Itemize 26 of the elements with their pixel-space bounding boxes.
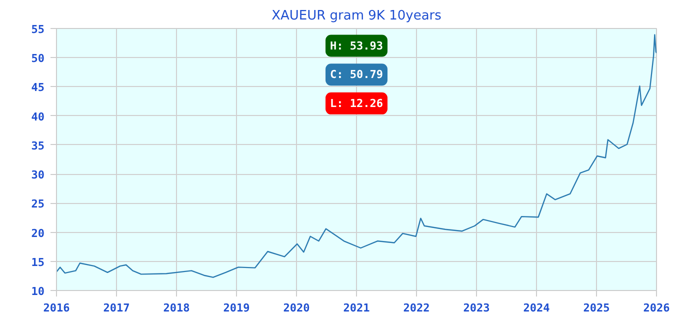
line-series (56, 34, 656, 278)
y-tick-label: 50 (31, 52, 45, 66)
x-tick-label: 2024 (523, 302, 550, 314)
annotation: C: 50.79 (330, 68, 383, 82)
annotation: H: 53.93 (330, 39, 383, 52)
x-tick-label: 2025 (583, 302, 610, 314)
x-tick-label: 2026 (643, 302, 670, 314)
x-tick-label: 2021 (343, 302, 370, 314)
x-tick-label: 2016 (43, 302, 70, 314)
y-tick-label: 25 (31, 198, 45, 211)
x-tick-label: 2022 (403, 302, 430, 314)
y-tick-label: 20 (31, 226, 45, 240)
y-tick-label: 10 (31, 285, 45, 298)
y-tick-label: 40 (31, 110, 45, 124)
y-tick-label: 45 (31, 81, 45, 94)
y-tick-label: 30 (31, 168, 45, 182)
x-tick-label: 2018 (163, 302, 190, 314)
y-tick-label: 55 (31, 23, 45, 36)
x-tick-label: 2023 (463, 302, 490, 314)
x-tick-label: 2020 (283, 302, 310, 314)
x-tick-label: 2017 (103, 302, 130, 314)
y-tick-label: 15 (31, 256, 45, 269)
annotation: L: 12.26 (330, 96, 384, 110)
y-tick-label: 35 (31, 139, 45, 152)
chart-title: XAUEUR gram 9K 10years (272, 8, 442, 24)
x-tick-label: 2019 (223, 302, 250, 314)
